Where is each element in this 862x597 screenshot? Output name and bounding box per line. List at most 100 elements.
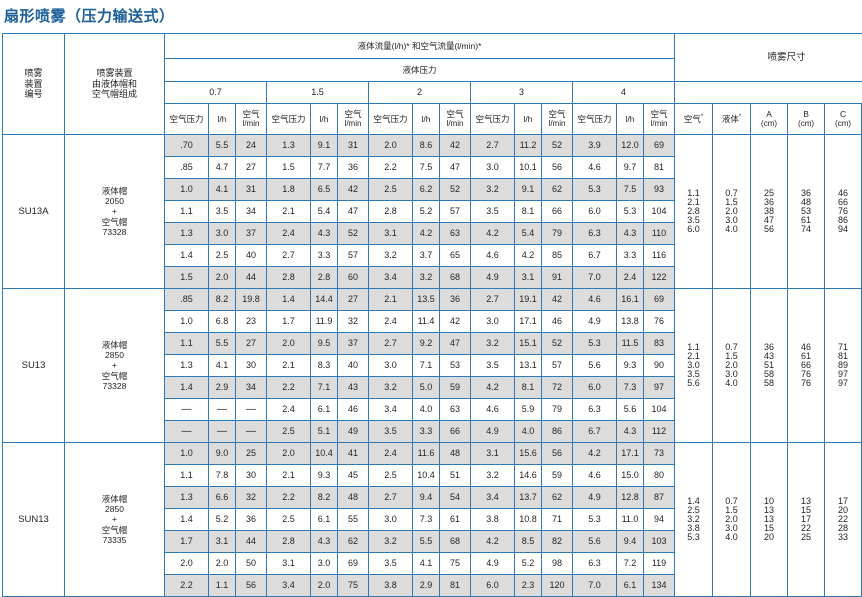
- composition-line: 空气帽: [65, 217, 164, 227]
- flow-cell: 9.3: [311, 465, 338, 487]
- flow-cell: 47: [338, 201, 369, 223]
- flow-cell: 12.0: [617, 135, 644, 157]
- flow-cell: 46: [338, 399, 369, 421]
- flow-cell: 4.6: [573, 465, 617, 487]
- flow-cell: 1.4: [165, 245, 209, 267]
- flow-cell: 13.5: [413, 289, 440, 311]
- flow-cell: 2.0: [267, 333, 311, 355]
- flow-cell: 4.0: [413, 399, 440, 421]
- flow-cell: 56: [236, 575, 267, 597]
- flow-cell: 1.1: [165, 333, 209, 355]
- flow-cell: 66: [440, 421, 471, 443]
- flow-cell: 4.1: [209, 179, 236, 201]
- flow-cell: 11.0: [617, 509, 644, 531]
- flow-cell: 1.4: [165, 377, 209, 399]
- flow-cell: 2.7: [369, 333, 413, 355]
- header-air-pressure-1-5: 空气压力: [267, 104, 311, 135]
- flow-cell: 47: [440, 157, 471, 179]
- flow-cell: 36: [236, 509, 267, 531]
- flow-cell: 4.9: [471, 267, 515, 289]
- flow-cell: 5.4: [515, 223, 542, 245]
- flow-cell: 9.1: [311, 135, 338, 157]
- flow-cell: 116: [644, 245, 675, 267]
- flow-cell: 86: [542, 421, 573, 443]
- flow-cell: 23: [236, 311, 267, 333]
- flow-cell: .85: [165, 289, 209, 311]
- flow-cell: 80: [644, 465, 675, 487]
- flow-cell: 3.0: [369, 509, 413, 531]
- spray-dimension-value: 20: [764, 533, 774, 542]
- flow-cell: 19.1: [515, 289, 542, 311]
- flow-cell: 4.3: [617, 223, 644, 245]
- header-lh-3: l/h: [515, 104, 542, 135]
- flow-cell: 4.6: [471, 245, 515, 267]
- flow-cell: 3.2: [471, 179, 515, 201]
- flow-cell: 5.3: [573, 509, 617, 531]
- flow-cell: 11.2: [515, 135, 542, 157]
- flow-cell: 3.4: [369, 399, 413, 421]
- flow-cell: 9.2: [413, 333, 440, 355]
- flow-cell: 2.5: [209, 245, 236, 267]
- flow-cell: 85: [542, 245, 573, 267]
- flow-cell: 2.1: [369, 289, 413, 311]
- flow-cell: 4.2: [471, 377, 515, 399]
- composition-line: 2850: [65, 350, 164, 360]
- flow-cell: 60: [338, 267, 369, 289]
- flow-cell: 1.7: [267, 311, 311, 333]
- flow-cell: 11.5: [617, 333, 644, 355]
- flow-cell: 13.7: [515, 487, 542, 509]
- flow-cell: 5.6: [573, 355, 617, 377]
- flow-cell: 2.1: [267, 355, 311, 377]
- flow-cell: 2.9: [413, 575, 440, 597]
- flow-cell: 47: [440, 333, 471, 355]
- header-dim-liquid: 液体*: [713, 104, 751, 135]
- flow-cell: 5.3: [573, 179, 617, 201]
- flow-cell: 53: [440, 355, 471, 377]
- flow-cell: 2.8: [311, 267, 338, 289]
- flow-cell: 4.7: [209, 157, 236, 179]
- flow-cell: 61: [440, 509, 471, 531]
- flow-cell: 42: [440, 311, 471, 333]
- flow-cell: 5.5: [209, 333, 236, 355]
- flow-cell: 62: [542, 487, 573, 509]
- spray-dimension-value: 76: [801, 379, 811, 388]
- flow-cell: 7.7: [311, 157, 338, 179]
- flow-cell: 5.0: [413, 377, 440, 399]
- flow-cell: 12.8: [617, 487, 644, 509]
- flow-cell: 3.2: [369, 531, 413, 553]
- flow-cell: 4.2: [413, 223, 440, 245]
- header-flow-group: 液体流量(l/h)* 和空气流量(l/min)*: [165, 34, 675, 59]
- header-air-lmin-0-7-line2: l/min: [236, 119, 266, 128]
- flow-cell: 10.4: [413, 465, 440, 487]
- spray-dimension-value: 97: [838, 379, 848, 388]
- header-air-pressure-3: 空气压力: [471, 104, 515, 135]
- flow-cell: 7.5: [413, 157, 440, 179]
- flow-cell: 2.0: [209, 267, 236, 289]
- header-air-lmin-1-5: 空气 l/min: [338, 104, 369, 135]
- flow-cell: 42: [440, 135, 471, 157]
- header-pressure-4: 4: [573, 82, 675, 104]
- flow-cell: 25: [236, 443, 267, 465]
- page-title: 扇形喷雾（压力输送式）: [0, 0, 862, 27]
- header-dim-b-unit: (cm): [788, 119, 824, 128]
- flow-cell: 4.6: [573, 157, 617, 179]
- flow-cell: 6.6: [209, 487, 236, 509]
- header-composition-line2: 由液体帽和: [65, 79, 164, 90]
- flow-cell: 7.8: [209, 465, 236, 487]
- flow-cell: 3.5: [369, 421, 413, 443]
- flow-cell: 5.3: [617, 201, 644, 223]
- flow-cell: 13.1: [515, 355, 542, 377]
- spray-spec-table: 喷雾 装置 编号 喷雾装置 由液体帽和 空气帽组成 液体流量(l/h)* 和空气…: [2, 33, 862, 597]
- flow-cell: 120: [542, 575, 573, 597]
- flow-cell: 34: [236, 377, 267, 399]
- flow-cell: 6.0: [573, 201, 617, 223]
- spray-dimension-value: 58: [764, 379, 774, 388]
- flow-cell: 3.1: [209, 531, 236, 553]
- flow-cell: 10.4: [311, 443, 338, 465]
- flow-cell: 13.8: [617, 311, 644, 333]
- header-dim-b: B (cm): [788, 104, 825, 135]
- flow-cell: 5.1: [311, 421, 338, 443]
